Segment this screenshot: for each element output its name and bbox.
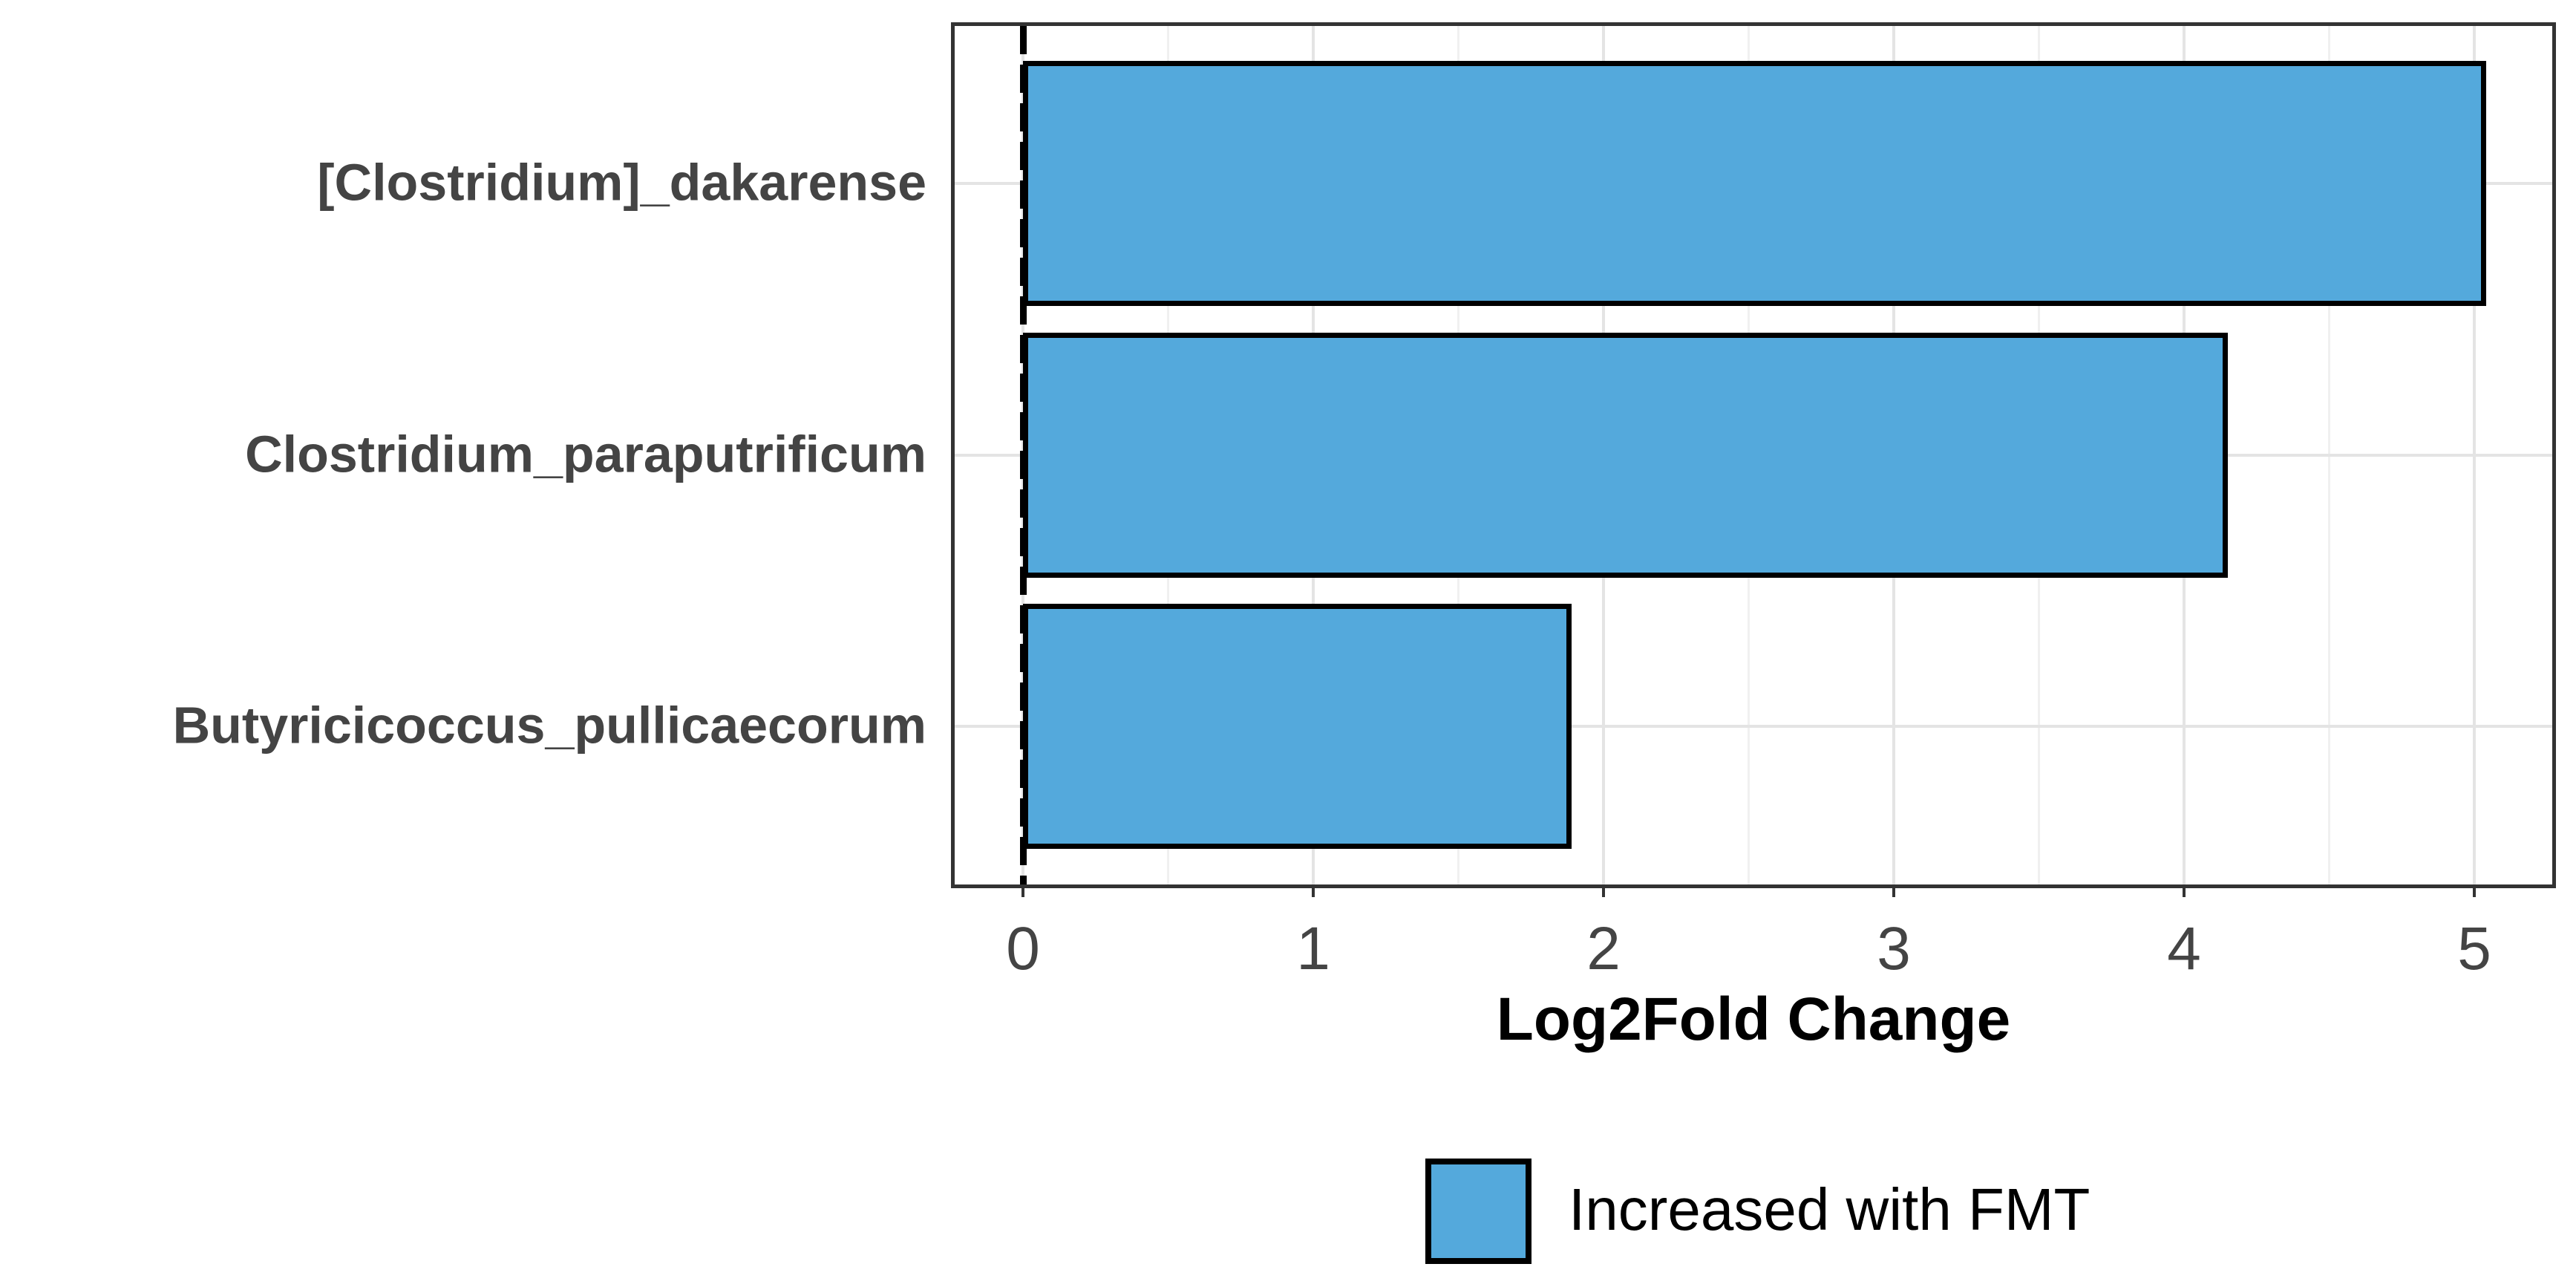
legend-key-swatch: [1425, 1159, 1531, 1264]
bar-clostridium-paraputrificum: [1023, 333, 2228, 578]
y-axis-label-butyricicoccus-pullicaecorum: Butyricicoccus_pullicaecorum: [172, 696, 926, 755]
x-tick-label-4: 4: [2167, 915, 2201, 983]
y-axis-label-clostridium-dakarense: [Clostridium]_dakarense: [317, 153, 926, 212]
x-tick-mark-5: [2473, 887, 2476, 897]
x-tick-mark-2: [1602, 887, 1605, 897]
x-tick-mark-4: [2183, 887, 2186, 897]
bar-clostridium-dakarense: [1023, 61, 2486, 306]
x-tick-label-2: 2: [1586, 915, 1621, 983]
legend-label: Increased with FMT: [1569, 1176, 2090, 1243]
x-tick-mark-3: [1892, 887, 1895, 897]
gridline-category-butyricicoccus-pullicaecorum: [955, 725, 2552, 728]
x-tick-label-5: 5: [2457, 915, 2491, 983]
x-tick-mark-1: [1312, 887, 1315, 897]
plot-panel: [951, 22, 2556, 888]
x-tick-label-0: 0: [1006, 915, 1040, 983]
x-tick-mark-0: [1021, 887, 1024, 897]
bar-butyricicoccus-pullicaecorum: [1023, 604, 1572, 849]
x-tick-label-3: 3: [1877, 915, 1911, 983]
x-axis-title: Log2Fold Change: [1496, 985, 2011, 1053]
x-tick-label-1: 1: [1296, 915, 1330, 983]
y-axis-label-clostridium-paraputrificum: Clostridium_paraputrificum: [245, 425, 926, 483]
